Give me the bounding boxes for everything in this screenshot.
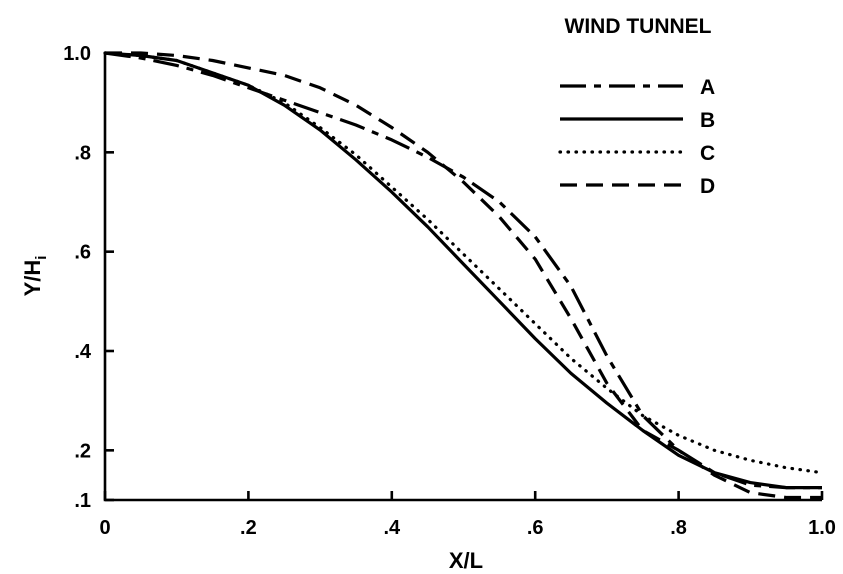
legend-label-d: D <box>700 175 715 198</box>
legend-label-a: A <box>700 76 715 99</box>
y-tick-label: .4 <box>74 341 92 363</box>
legend-label-b: B <box>700 109 715 132</box>
x-tick-label: 1.0 <box>808 517 836 539</box>
series-line-a <box>104 51 822 490</box>
y-tick-label: 1.0 <box>63 43 91 65</box>
x-tick-label: .8 <box>670 517 687 539</box>
series-line-c <box>103 51 824 475</box>
x-tick-label: .6 <box>527 517 544 539</box>
y-axis-label-subscript: i <box>33 256 50 260</box>
axes: 0 .2 .4 .6 .8 1.0 .1 .2 .4 .6 .8 1.0 <box>63 43 836 539</box>
series-layer <box>103 51 824 500</box>
legend-title: WIND TUNNEL <box>565 15 712 38</box>
y-axis-label-main: Y/H <box>20 260 45 297</box>
y-tick-label: .8 <box>74 142 91 164</box>
y-tick-label: .2 <box>74 440 91 462</box>
y-tick-label: .1 <box>74 490 91 512</box>
x-tick-label: .4 <box>383 517 401 539</box>
series-line-d <box>105 51 822 500</box>
x-tick-label: .2 <box>240 517 257 539</box>
y-axis-label: Y/Hi <box>20 256 50 297</box>
legend-label-c: C <box>700 142 715 165</box>
x-axis-label: X/L <box>449 548 483 573</box>
x-tick-label: 0 <box>99 517 110 539</box>
y-tick-label: .6 <box>74 242 91 264</box>
